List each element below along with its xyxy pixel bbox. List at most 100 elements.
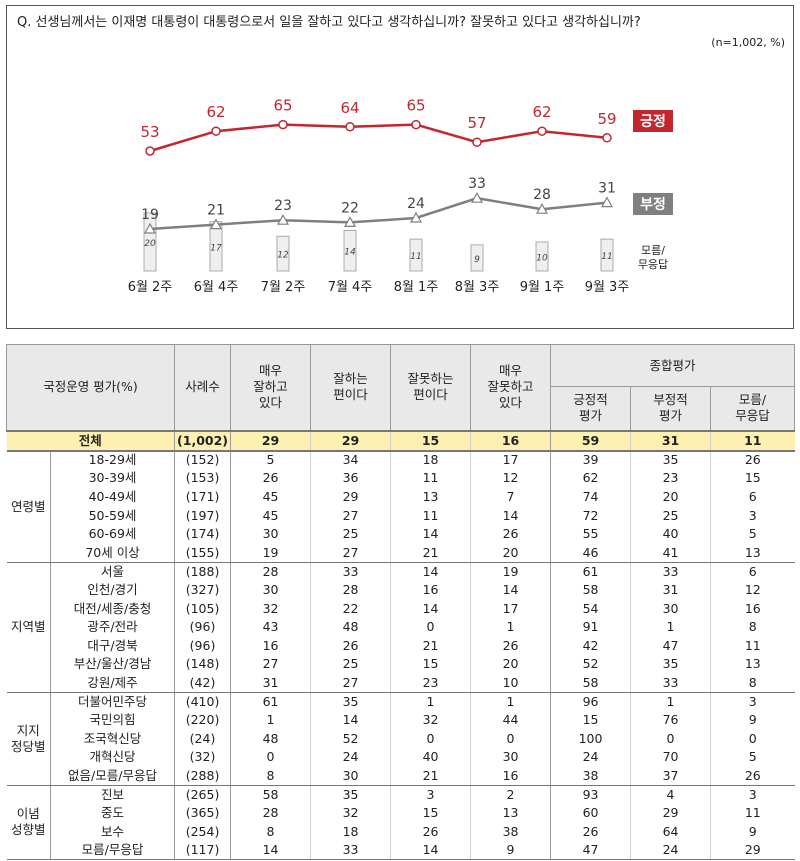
sample-note: (n=1,002, %) — [711, 36, 785, 49]
negative-point — [535, 202, 549, 214]
dk-value-label: 10 — [536, 254, 548, 264]
dk-bar — [600, 238, 614, 272]
row-n: (254) — [174, 822, 232, 841]
cell: 18 — [390, 450, 472, 470]
cell: 25 — [310, 524, 392, 544]
cell: 15 — [550, 710, 632, 730]
cell: 28 — [230, 562, 312, 581]
negative-point — [143, 222, 157, 234]
cell: 19 — [230, 543, 312, 563]
cell: 37 — [630, 766, 712, 786]
cell: 6 — [748, 488, 757, 504]
header-title: 국정운영 평가(%) — [5, 344, 176, 431]
row-label: 30-39세 — [50, 469, 176, 488]
results-table: 국정운영 평가(%) 사례수 매우 잘하고 있다 잘하는 편이다 잘못하는 편이다 매우… — [5, 344, 796, 861]
header-very-bad: 매우 잘못하고 있다 — [470, 344, 552, 431]
cell: 12 — [470, 469, 552, 488]
x-tick-label: 8월 1주 — [394, 280, 439, 295]
cell: 70 — [630, 748, 712, 767]
legend-positive-label: 긍정 — [640, 113, 666, 130]
cell: 9 — [470, 840, 552, 861]
cell: 23 — [390, 673, 472, 693]
header-bad: 잘못하는 편이다 — [390, 344, 472, 431]
cell: 22 — [310, 599, 392, 618]
negative-point — [276, 213, 290, 225]
results-table-body: 전체 (1,002) 29 29 15 16 59 31 11 연령별 18-29… — [6, 429, 795, 861]
row-n: (288) — [174, 766, 232, 786]
header-positive: 긍정적 평가 — [550, 386, 632, 431]
legend-dk-label-line1: 모름/ — [641, 244, 665, 257]
cell: 16 — [390, 580, 472, 600]
table-row: 연령별 18-29세 (152) 5 34 18 17 39 35 26 — [6, 450, 795, 563]
row-n: (148) — [174, 655, 232, 674]
cell: 96 — [550, 692, 632, 711]
row-n: (1,002) — [174, 429, 232, 452]
group-label-part: 성향별 — [10, 822, 46, 838]
cell: 14 — [390, 524, 472, 544]
cell: 20 — [470, 655, 552, 674]
cell: 8 — [230, 766, 312, 786]
row-label: 모름/무응답 — [50, 840, 176, 861]
cell: 28 — [230, 803, 312, 823]
x-tick-label: 8월 3주 — [455, 280, 500, 295]
cell: 3 — [748, 693, 757, 709]
negative-point — [470, 191, 484, 203]
table-row: 조국혁신당 (24) 48 52 0 0 100 0 0 — [7, 729, 795, 748]
header-good: 잘하는 편이다 — [310, 344, 392, 431]
positive-value-label: 64 — [340, 99, 359, 117]
positive-value-label: 65 — [406, 97, 425, 115]
cell: 28 — [310, 580, 392, 600]
cell: 45 — [230, 487, 312, 507]
row-label: 인천/경기 — [50, 580, 176, 600]
cell: 27 — [310, 673, 392, 693]
cell: 15 — [390, 429, 472, 452]
row-label: 70세 이상 — [50, 543, 176, 563]
cell: 3 — [748, 786, 757, 802]
cell: 26 — [470, 636, 552, 656]
cell: 23 — [630, 469, 712, 488]
cell: 35 — [630, 450, 712, 470]
cell: 33 — [310, 562, 392, 581]
cell: 21 — [390, 766, 472, 786]
cell: 33 — [310, 840, 392, 861]
table-row: 부산/울산/경남 (148) 27 25 15 20 52 35 13 — [7, 655, 795, 674]
cell: 0 — [390, 729, 472, 748]
dk-value-label: 11 — [601, 252, 612, 262]
negative-point — [343, 216, 357, 227]
row-n: (197) — [174, 506, 232, 525]
negative-value-label: 23 — [274, 198, 292, 214]
cell: 4 — [630, 785, 712, 804]
row-label: 개혁신당 — [50, 748, 176, 767]
cell: 8 — [230, 822, 312, 841]
cell: 3 — [390, 785, 472, 804]
cell: 38 — [470, 822, 552, 841]
row-n: (188) — [174, 562, 232, 581]
cell: 0 — [390, 617, 472, 637]
group-label-part: 연령별 — [10, 498, 46, 514]
dk-bar — [409, 238, 423, 272]
positive-series-line — [149, 123, 608, 153]
cell: 11 — [744, 637, 761, 653]
cell: 44 — [470, 710, 552, 730]
dk-bar — [143, 212, 157, 272]
cell: 12 — [744, 581, 761, 597]
cell: 14 — [390, 599, 472, 618]
group-label-part: 지역별 — [10, 619, 46, 635]
cell: 11 — [390, 469, 472, 488]
cell: 20 — [630, 487, 712, 507]
cell: 1 — [230, 710, 312, 730]
cell: 42 — [550, 636, 632, 656]
trend-chart: Q. 선생님께서는 이재명 대통령이 대통령으로서 일을 잘하고 있다고 생각하… — [6, 5, 794, 329]
cell: 11 — [390, 506, 472, 525]
cell: 58 — [550, 580, 632, 600]
row-label: 진보 — [50, 785, 176, 804]
positive-point — [472, 137, 482, 147]
dk-value-label: 11 — [410, 252, 421, 262]
trend-chart-svg: Q. 선생님께서는 이재명 대통령이 대통령으로서 일을 잘하고 있다고 생각하… — [17, 15, 785, 295]
negative-value-label: 31 — [598, 181, 616, 197]
cell: 13 — [470, 803, 552, 823]
cell: 5 — [748, 749, 757, 765]
negative-value-label: 33 — [468, 176, 486, 192]
cell: 1 — [630, 617, 712, 637]
cell: 1 — [630, 692, 712, 711]
